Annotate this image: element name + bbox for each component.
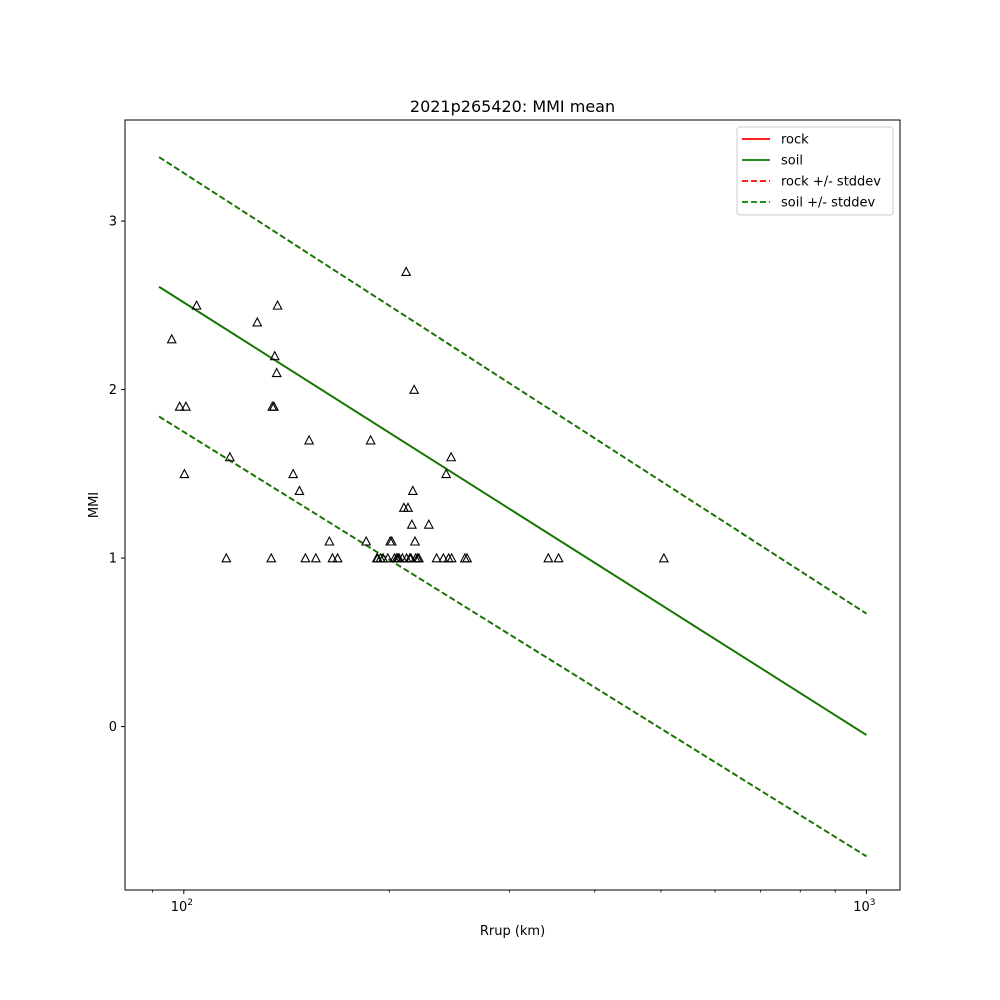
data-point — [310, 552, 321, 563]
legend-box — [736, 126, 894, 216]
observation-points — [166, 266, 669, 563]
data-point — [386, 535, 397, 546]
data-point — [402, 502, 414, 512]
chart-title: 2021p265420: MMI mean — [410, 97, 615, 116]
y-tick-label: 2 — [109, 383, 117, 398]
data-point — [304, 434, 315, 445]
data-point — [423, 518, 434, 529]
data-point — [438, 552, 449, 563]
legend: rock soil rock +/- stddev soil +/- stddev — [736, 126, 894, 216]
data-point — [553, 552, 564, 563]
data-point — [224, 451, 235, 462]
data-point — [166, 333, 177, 344]
data-point — [658, 552, 669, 563]
data-point — [365, 434, 376, 445]
legend-label: soil +/- stddev — [781, 196, 876, 211]
data-point — [401, 266, 412, 276]
data-point — [221, 552, 232, 563]
data-point — [266, 552, 277, 563]
data-point — [409, 384, 420, 394]
data-point — [406, 518, 417, 529]
data-point — [446, 451, 457, 462]
data-point — [288, 468, 299, 479]
y-tick-label: 1 — [109, 552, 117, 567]
data-point — [407, 485, 418, 496]
data-point — [179, 468, 190, 479]
data-point — [446, 552, 457, 563]
legend-label: rock — [781, 133, 809, 148]
y-tick-label: 3 — [109, 215, 117, 230]
y-axis-label: MMI — [87, 492, 102, 518]
data-point — [269, 350, 280, 361]
data-point — [252, 316, 263, 327]
data-point — [294, 485, 305, 496]
x-axis-label: Rrup (km) — [480, 924, 545, 939]
data-point — [409, 535, 421, 546]
legend-label: rock +/- stddev — [781, 175, 881, 190]
data-point — [180, 401, 192, 411]
line-soil-stddev-5 — [158, 415, 867, 858]
legend-label: soil — [781, 154, 803, 169]
data-point — [543, 552, 554, 563]
line-soil-stddev-4 — [158, 156, 867, 615]
data-point — [271, 367, 282, 378]
data-point — [327, 552, 338, 563]
y-tick-label: 0 — [109, 720, 117, 735]
series-lines — [158, 156, 867, 858]
data-point — [413, 552, 425, 563]
data-point — [174, 401, 185, 411]
data-point — [268, 401, 280, 411]
data-point — [191, 299, 202, 310]
data-point — [361, 535, 372, 546]
plot-frame — [124, 119, 901, 891]
data-point — [382, 552, 393, 563]
data-point — [431, 552, 442, 563]
data-point — [324, 535, 335, 546]
data-point — [300, 552, 311, 563]
line-soil — [158, 286, 867, 736]
data-point — [332, 552, 343, 563]
data-point — [461, 552, 473, 563]
data-point — [272, 299, 283, 310]
data-point — [441, 468, 452, 479]
